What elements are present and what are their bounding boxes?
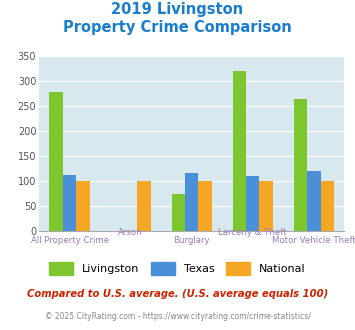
Bar xyxy=(137,181,151,231)
Bar xyxy=(307,171,321,231)
Text: Larceny & Theft: Larceny & Theft xyxy=(218,228,287,237)
Bar xyxy=(76,181,90,231)
Legend: Livingston, Texas, National: Livingston, Texas, National xyxy=(45,258,310,279)
Bar xyxy=(294,99,307,231)
Bar xyxy=(321,181,334,231)
Text: Compared to U.S. average. (U.S. average equals 100): Compared to U.S. average. (U.S. average … xyxy=(27,289,328,299)
Text: © 2025 CityRating.com - https://www.cityrating.com/crime-statistics/: © 2025 CityRating.com - https://www.city… xyxy=(45,312,310,321)
Text: Property Crime Comparison: Property Crime Comparison xyxy=(63,20,292,35)
Bar xyxy=(198,181,212,231)
Bar xyxy=(233,71,246,231)
Bar xyxy=(171,193,185,231)
Bar xyxy=(49,92,63,231)
Bar xyxy=(246,176,260,231)
Text: Motor Vehicle Theft: Motor Vehicle Theft xyxy=(272,236,355,245)
Text: Arson: Arson xyxy=(118,228,143,237)
Bar xyxy=(260,181,273,231)
Text: All Property Crime: All Property Crime xyxy=(31,236,109,245)
Text: 2019 Livingston: 2019 Livingston xyxy=(111,2,244,16)
Text: Burglary: Burglary xyxy=(173,236,210,245)
Bar xyxy=(63,175,76,231)
Bar xyxy=(185,173,198,231)
